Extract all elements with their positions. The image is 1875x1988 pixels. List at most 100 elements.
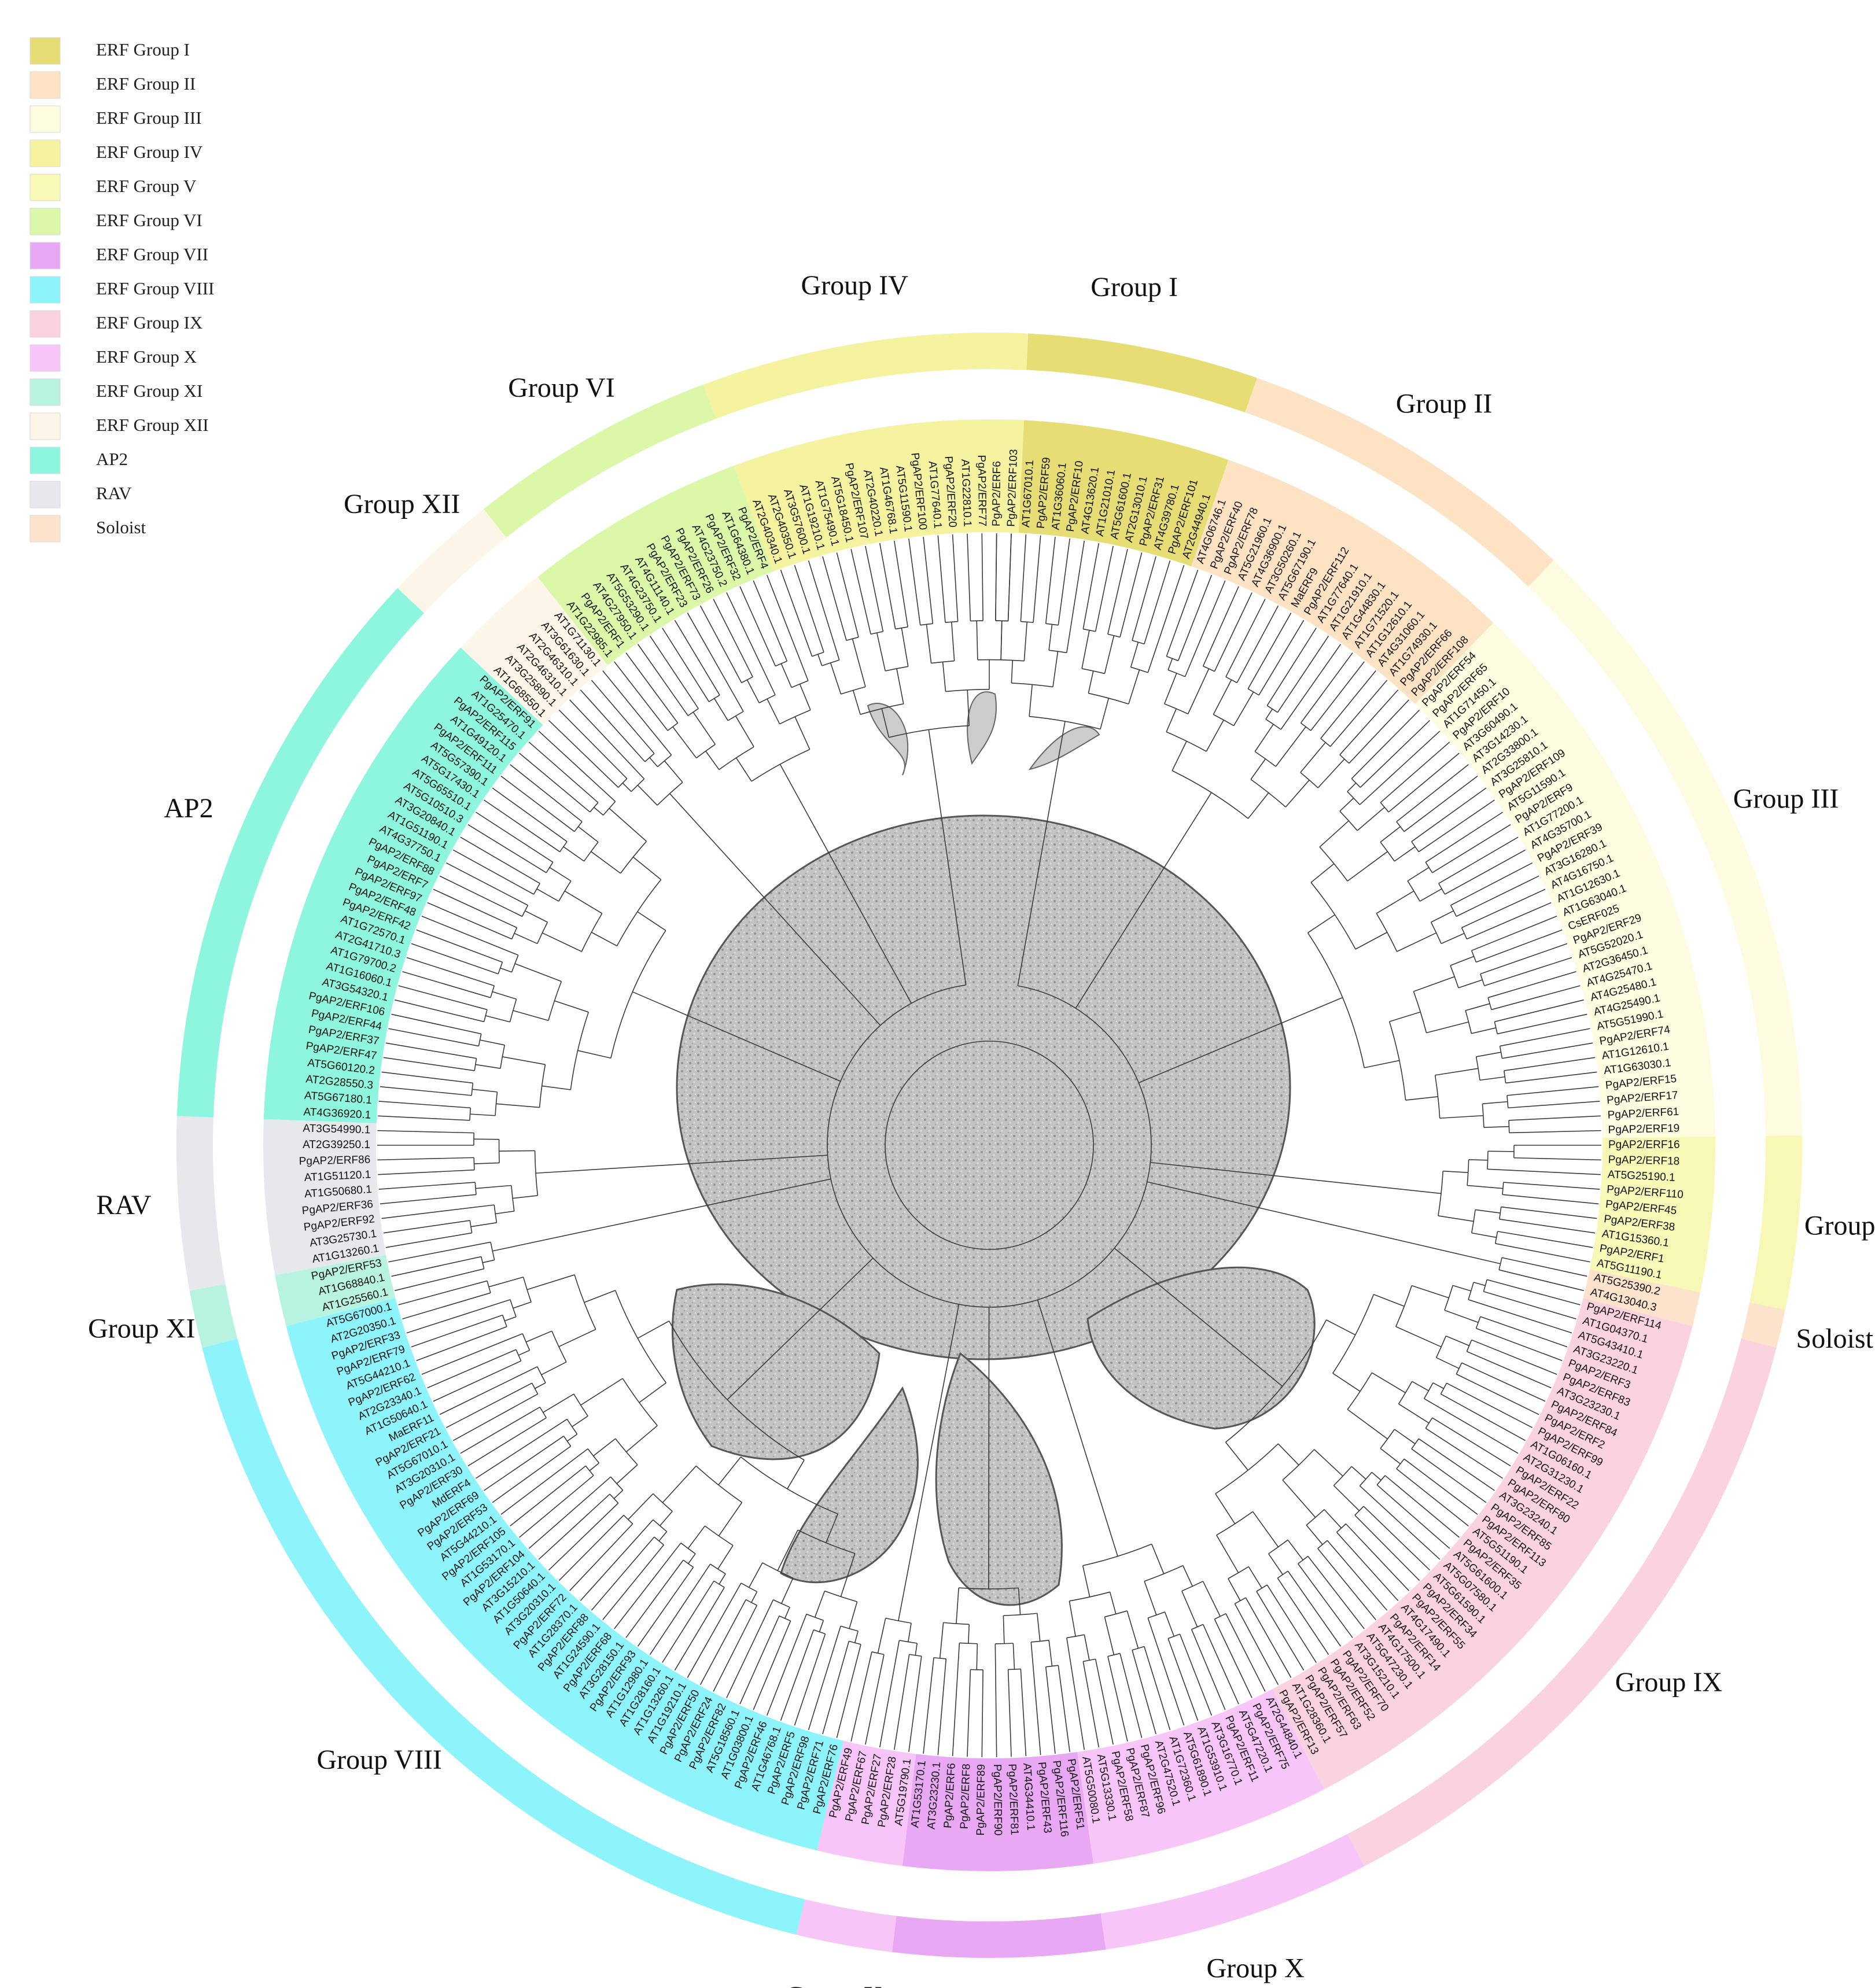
branch bbox=[538, 1493, 610, 1560]
branch bbox=[1147, 1611, 1165, 1618]
branch bbox=[784, 1607, 790, 1619]
branch bbox=[548, 1503, 619, 1571]
branch bbox=[1088, 670, 1094, 694]
branch bbox=[510, 1465, 586, 1526]
branch bbox=[566, 1433, 578, 1442]
group-label: Group IX bbox=[1615, 1667, 1722, 1698]
branch bbox=[1147, 1617, 1185, 1726]
branch bbox=[865, 1654, 885, 1745]
branch bbox=[1095, 545, 1114, 632]
branch bbox=[1151, 1544, 1165, 1574]
group-label: AP2 bbox=[164, 793, 213, 824]
branch bbox=[602, 1544, 664, 1620]
branch bbox=[926, 624, 932, 663]
branch bbox=[500, 967, 512, 973]
leaf-band-segment bbox=[989, 419, 1229, 567]
branch bbox=[1412, 1381, 1429, 1392]
branch bbox=[472, 1089, 498, 1093]
branch bbox=[1438, 836, 1519, 884]
branch bbox=[1476, 1327, 1563, 1362]
branch bbox=[1411, 1448, 1487, 1503]
branch bbox=[541, 1361, 567, 1375]
branch bbox=[1499, 1218, 1596, 1234]
branch bbox=[460, 836, 540, 884]
branch bbox=[836, 1644, 861, 1738]
branch bbox=[1508, 1101, 1600, 1109]
branch bbox=[660, 1511, 673, 1526]
branch bbox=[411, 1314, 503, 1348]
branch bbox=[558, 1514, 624, 1581]
branch bbox=[1139, 997, 1343, 1083]
branch bbox=[1202, 1624, 1239, 1705]
branch bbox=[1502, 1194, 1599, 1205]
branch bbox=[1324, 1509, 1342, 1529]
branch bbox=[488, 1277, 524, 1288]
branch bbox=[1397, 932, 1436, 952]
branch bbox=[1351, 1466, 1366, 1480]
branch bbox=[1310, 863, 1335, 883]
branch bbox=[388, 1028, 479, 1047]
branch bbox=[1431, 910, 1454, 923]
branch bbox=[780, 570, 813, 657]
branch bbox=[692, 711, 716, 745]
branch bbox=[589, 1462, 599, 1471]
branch bbox=[1109, 1592, 1117, 1614]
branch bbox=[1411, 841, 1419, 853]
branch bbox=[1052, 651, 1059, 687]
branch bbox=[1467, 1185, 1503, 1189]
group-ring-segment bbox=[989, 333, 1257, 412]
branch bbox=[933, 1657, 946, 1659]
branch bbox=[1048, 624, 1053, 651]
branch bbox=[827, 984, 1152, 1308]
legend-label: ERF Group IV bbox=[96, 142, 203, 162]
branch bbox=[1256, 1584, 1268, 1592]
branch bbox=[1181, 1591, 1198, 1628]
branch bbox=[1300, 742, 1326, 773]
leaf-band-segment bbox=[1272, 1298, 1693, 1790]
legend-swatch bbox=[30, 71, 61, 99]
branch bbox=[1248, 1566, 1262, 1589]
leaf-label: PgAP2/ERF89 bbox=[975, 1764, 988, 1836]
branch bbox=[735, 715, 754, 747]
branch bbox=[483, 1009, 488, 1022]
legend-label: ERF Group IX bbox=[96, 312, 202, 333]
branch bbox=[1498, 1269, 1584, 1292]
branch bbox=[1480, 943, 1568, 975]
branch bbox=[1351, 778, 1361, 788]
branch bbox=[893, 540, 908, 628]
branch bbox=[1215, 1493, 1236, 1524]
branch bbox=[1023, 622, 1027, 661]
branch bbox=[1446, 1382, 1533, 1428]
branch bbox=[819, 1620, 824, 1632]
branch bbox=[502, 1056, 546, 1065]
branch bbox=[1418, 1438, 1495, 1491]
branch bbox=[1503, 1182, 1600, 1190]
branch bbox=[398, 985, 488, 1010]
branch bbox=[667, 722, 679, 731]
branch bbox=[1033, 535, 1041, 623]
branch bbox=[381, 1071, 473, 1084]
branch bbox=[746, 679, 760, 703]
branch bbox=[632, 991, 841, 1082]
branch bbox=[1011, 683, 1053, 688]
branch bbox=[513, 1301, 532, 1309]
branch bbox=[1225, 1441, 1248, 1471]
branch bbox=[881, 708, 890, 738]
branch bbox=[817, 654, 823, 666]
branch bbox=[1100, 698, 1110, 729]
branch bbox=[1147, 565, 1185, 673]
branch bbox=[577, 826, 599, 843]
branch bbox=[945, 689, 990, 692]
branch bbox=[1029, 684, 1033, 717]
branch bbox=[718, 1502, 743, 1536]
branch bbox=[573, 1393, 588, 1417]
branch bbox=[539, 1064, 546, 1108]
legend-label: ERF Group I bbox=[96, 39, 190, 60]
branch bbox=[781, 1577, 794, 1604]
branch bbox=[1450, 862, 1533, 906]
leaf-band-segment bbox=[1191, 460, 1494, 705]
branch bbox=[485, 1015, 510, 1023]
legend-label: ERF Group XI bbox=[96, 381, 202, 401]
branch bbox=[1166, 708, 1177, 732]
branch bbox=[672, 726, 697, 758]
